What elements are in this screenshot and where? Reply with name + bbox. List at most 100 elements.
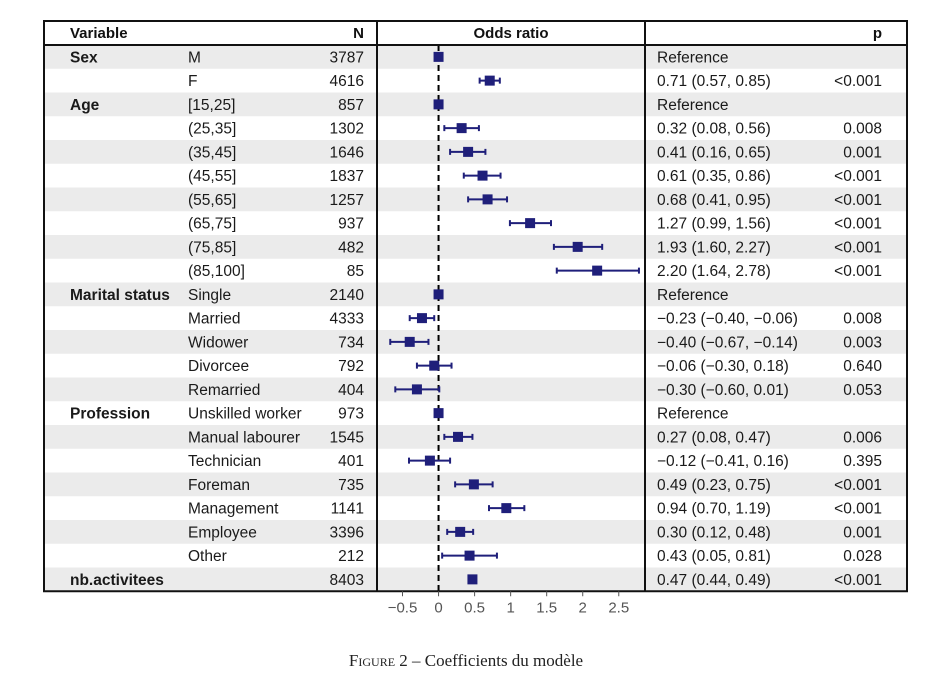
figure-caption: Figure 2 – Coefficients du modèle	[0, 651, 932, 671]
reference-label: Reference	[657, 97, 729, 114]
n-value: 85	[347, 263, 364, 280]
row-stripe-plot	[378, 45, 644, 69]
p-value: 0.006	[843, 429, 882, 446]
row-stripe-left	[44, 330, 377, 354]
level-label: Married	[188, 311, 241, 328]
estimate-ci: 1.93 (1.60, 2.27)	[657, 239, 771, 256]
reference-label: Reference	[657, 287, 729, 304]
row-stripe-plot	[378, 425, 644, 449]
estimate-ci: −0.06 (−0.30, 0.18)	[657, 358, 789, 375]
x-tick-label: 0	[434, 599, 442, 616]
row-stripe-left	[44, 472, 377, 497]
level-label: (45,55]	[188, 168, 236, 185]
level-label: Other	[188, 548, 227, 565]
p-value: 0.001	[843, 524, 882, 541]
estimate-ci: −0.23 (−0.40, −0.06)	[657, 311, 798, 328]
row-stripe-right	[645, 235, 907, 259]
row-stripe-plot	[378, 567, 644, 592]
row-stripe-left	[44, 567, 377, 592]
estimate-ci: 0.47 (0.44, 0.49)	[657, 572, 771, 589]
estimate-ci: 0.43 (0.05, 0.81)	[657, 548, 771, 565]
level-label: [15,25]	[188, 97, 235, 114]
n-value: 401	[338, 453, 364, 470]
point-estimate	[467, 574, 478, 585]
n-value: 4333	[330, 311, 364, 328]
estimate-ci: 0.41 (0.16, 0.65)	[657, 144, 771, 161]
reference-label: Reference	[657, 49, 729, 66]
point-estimate	[592, 265, 603, 276]
point-estimate	[501, 503, 512, 514]
point-estimate	[411, 384, 422, 395]
row-stripe-left	[44, 140, 377, 164]
group-label: nb.activitees	[70, 572, 164, 589]
p-value: <0.001	[834, 239, 882, 256]
p-value: <0.001	[834, 216, 882, 233]
n-value: 1302	[330, 121, 364, 138]
level-label: M	[188, 49, 201, 66]
n-value: 3396	[330, 524, 364, 541]
p-value: 0.053	[843, 382, 882, 399]
level-label: Employee	[188, 524, 257, 541]
p-value: <0.001	[834, 572, 882, 589]
p-value: 0.008	[843, 121, 882, 138]
n-value: 792	[338, 358, 364, 375]
n-value: 1141	[331, 501, 364, 518]
estimate-ci: −0.12 (−0.41, 0.16)	[657, 453, 789, 470]
row-stripe-right	[645, 567, 907, 592]
point-estimate	[482, 194, 493, 205]
n-value: 857	[338, 97, 364, 114]
point-estimate	[463, 146, 474, 157]
n-value: 734	[338, 334, 364, 351]
n-value: 2140	[330, 287, 365, 304]
row-stripe-plot	[378, 140, 644, 164]
reference-marker	[433, 99, 444, 110]
reference-marker	[433, 51, 444, 62]
point-estimate	[456, 123, 467, 134]
level-label: Single	[188, 287, 231, 304]
reference-marker	[433, 408, 444, 419]
row-stripe-left	[44, 425, 377, 449]
p-value: 0.008	[843, 311, 882, 328]
level-label: (35,45]	[188, 144, 236, 161]
level-label: Widower	[188, 334, 248, 351]
n-value: 1837	[330, 168, 364, 185]
row-stripe-plot	[378, 187, 644, 212]
row-stripe-plot	[378, 235, 644, 259]
header-n: N	[353, 25, 364, 42]
level-label: (65,75]	[188, 216, 236, 233]
row-stripe-left	[44, 235, 377, 259]
level-label: (85,100]	[188, 263, 245, 280]
level-label: (75,85]	[188, 239, 236, 256]
row-stripe-left	[44, 187, 377, 212]
level-label: Manual labourer	[188, 429, 300, 446]
point-estimate	[404, 336, 415, 347]
level-label: F	[188, 73, 197, 90]
p-value: 0.003	[843, 334, 882, 351]
row-stripe-plot	[378, 377, 644, 402]
estimate-ci: 2.20 (1.64, 2.78)	[657, 263, 771, 280]
row-stripe-left	[44, 520, 377, 544]
x-tick-label: 2	[579, 599, 587, 616]
x-tick-label: 0.5	[464, 599, 485, 616]
header-p: p	[873, 25, 882, 42]
point-estimate	[453, 431, 464, 442]
level-label: (55,65]	[188, 192, 236, 209]
estimate-ci: 1.27 (0.99, 1.56)	[657, 216, 771, 233]
n-value: 212	[338, 548, 364, 565]
point-estimate	[424, 455, 435, 466]
row-stripe-left	[44, 377, 377, 402]
caption-text: Coefficients du modèle	[424, 651, 584, 670]
row-stripe-right	[645, 520, 907, 544]
x-tick-label: 2.5	[608, 599, 629, 616]
group-label: Sex	[70, 49, 98, 66]
level-label: (25,35]	[188, 121, 236, 138]
point-estimate	[464, 550, 475, 561]
caption-label: Figure 2	[348, 651, 408, 670]
header-odds-ratio: Odds ratio	[473, 25, 548, 42]
level-label: Foreman	[188, 477, 250, 494]
estimate-ci: −0.30 (−0.60, 0.01)	[657, 382, 789, 399]
estimate-ci: 0.61 (0.35, 0.86)	[657, 168, 771, 185]
caption-separator: –	[412, 651, 421, 670]
group-label: Age	[70, 97, 100, 114]
point-estimate	[429, 360, 440, 371]
